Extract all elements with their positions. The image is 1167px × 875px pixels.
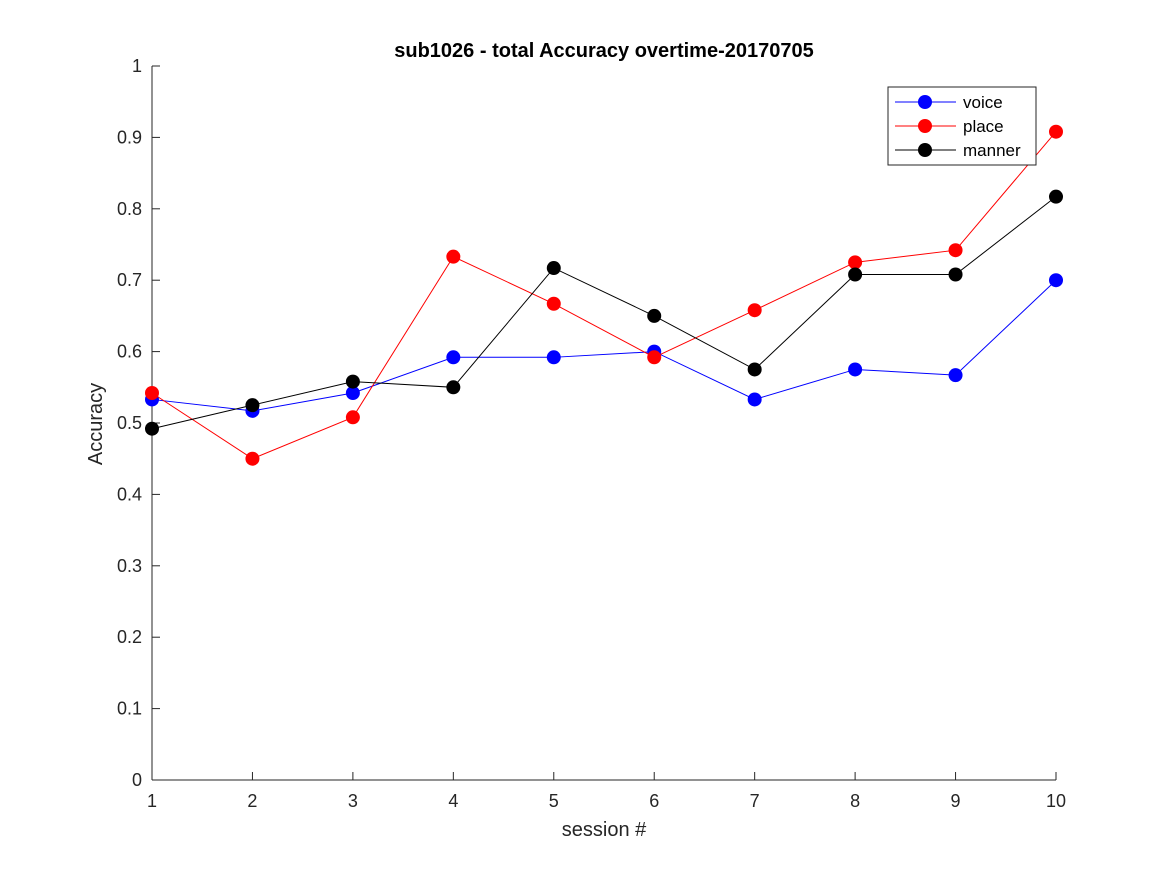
y-tick-label: 0.2 xyxy=(117,627,142,647)
data-point-manner xyxy=(948,267,963,282)
data-point-manner xyxy=(647,308,662,323)
data-point-place xyxy=(948,243,963,258)
data-point-place xyxy=(145,386,159,401)
data-point-manner xyxy=(145,421,159,436)
y-tick-label: 0.4 xyxy=(117,484,142,504)
data-point-place xyxy=(1049,124,1063,139)
data-point-voice xyxy=(747,392,762,407)
data-point-place xyxy=(446,249,461,264)
chart-title: sub1026 - total Accuracy overtime-201707… xyxy=(394,40,813,62)
series-layer xyxy=(145,124,1063,466)
x-tick-label: 9 xyxy=(951,791,961,811)
x-tick-label: 1 xyxy=(147,791,157,811)
legend-label: voice xyxy=(963,93,1003,112)
data-point-manner xyxy=(446,380,461,395)
x-tick-label: 3 xyxy=(348,791,358,811)
legend-item-manner: manner xyxy=(895,141,1021,160)
x-tick-label: 10 xyxy=(1046,791,1066,811)
data-point-voice xyxy=(1049,273,1063,288)
x-tick-label: 5 xyxy=(549,791,559,811)
x-axis-label: session # xyxy=(562,819,647,841)
data-point-manner xyxy=(345,374,360,389)
data-point-place xyxy=(345,410,360,425)
series-place xyxy=(145,124,1063,466)
data-point-place xyxy=(245,451,260,466)
y-tick-label: 0.7 xyxy=(117,270,142,290)
y-axis-label: Accuracy xyxy=(85,383,107,465)
series-line-manner xyxy=(151,196,1057,430)
y-tick-label: 0.3 xyxy=(117,556,142,576)
data-point-voice xyxy=(848,362,863,377)
plot-axes: 1 2 3 4 5 6 7 8 9 10 0 0.1 0.2 0.3 0.4 0.5 0.6 0.7 0.8 0.9 1 xyxy=(117,56,1066,811)
y-tick-label: 0.5 xyxy=(117,413,142,433)
y-tick-label: 0.8 xyxy=(117,199,142,219)
y-tick-label: 0.1 xyxy=(117,699,142,719)
data-point-manner xyxy=(245,398,260,413)
data-point-manner xyxy=(848,267,863,282)
data-point-voice xyxy=(345,386,360,401)
x-tick-label: 6 xyxy=(649,791,659,811)
data-point-place xyxy=(546,296,561,311)
series-line-voice xyxy=(151,279,1057,412)
legend: voice place manner xyxy=(887,86,1037,166)
series-manner xyxy=(145,189,1063,436)
y-tick-label: 1 xyxy=(132,56,142,76)
series-line-place xyxy=(151,131,1057,460)
legend-marker xyxy=(918,119,932,133)
series-voice xyxy=(145,273,1063,418)
data-point-manner xyxy=(1049,189,1063,204)
data-point-place xyxy=(647,350,662,365)
x-tick-label: 4 xyxy=(448,791,458,811)
data-point-place xyxy=(747,303,762,318)
legend-label: place xyxy=(963,117,1004,136)
legend-item-voice: voice xyxy=(895,93,1003,112)
y-tick-label: 0.6 xyxy=(117,342,142,362)
data-point-manner xyxy=(747,362,762,377)
y-tick-label: 0 xyxy=(132,770,142,790)
x-tick-label: 8 xyxy=(850,791,860,811)
y-tick-label: 0.9 xyxy=(117,127,142,147)
data-point-place xyxy=(848,255,863,270)
data-point-voice xyxy=(446,350,461,365)
legend-marker xyxy=(918,143,932,157)
data-point-voice xyxy=(546,350,561,365)
x-tick-label: 7 xyxy=(750,791,760,811)
data-point-voice xyxy=(948,368,963,383)
legend-item-place: place xyxy=(895,117,1004,136)
x-tick-label: 2 xyxy=(247,791,257,811)
legend-marker xyxy=(918,95,932,109)
data-point-manner xyxy=(546,261,561,276)
legend-label: manner xyxy=(963,141,1021,160)
